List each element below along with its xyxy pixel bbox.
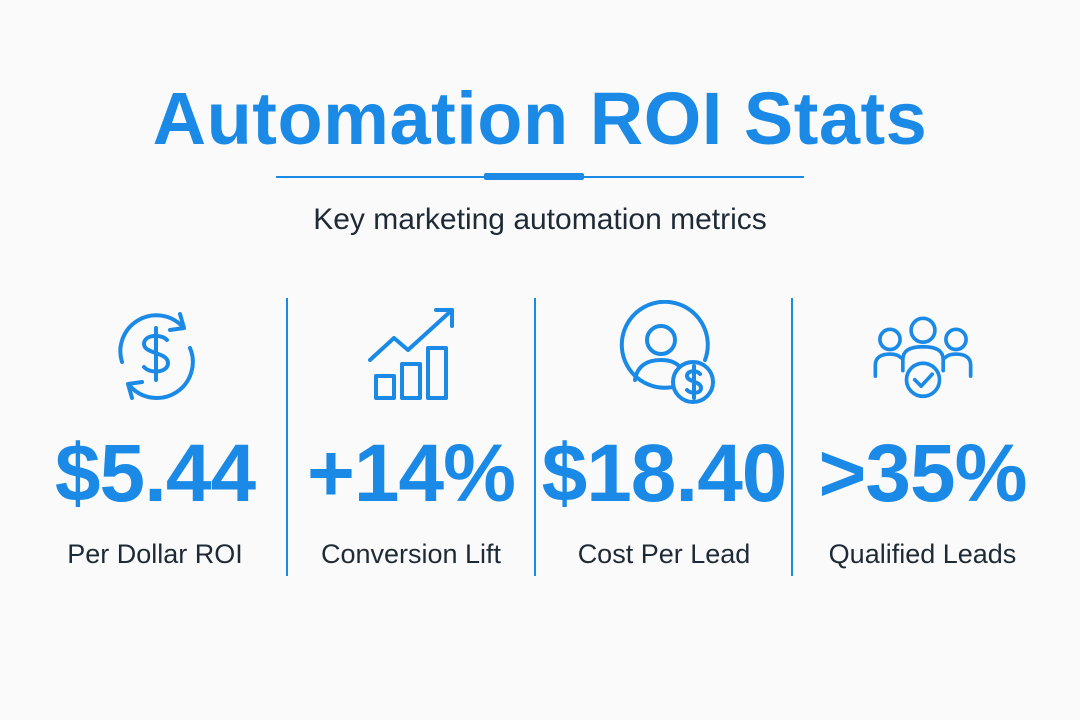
stat-label: Cost Per Lead xyxy=(577,539,751,569)
page-title: Automation ROI Stats xyxy=(152,77,928,160)
stat-label: Conversion Lift xyxy=(320,539,502,569)
stat-value: +14% xyxy=(306,428,516,519)
page-subtitle: Key marketing automation metrics xyxy=(313,203,767,236)
user-cost-icon xyxy=(609,300,719,410)
qualified-group-icon xyxy=(868,300,978,410)
column-divider xyxy=(791,298,793,576)
column-divider xyxy=(534,298,536,576)
stat-cost-per-lead: $18.40 Cost Per Lead xyxy=(541,300,788,580)
stat-label: Per Dollar ROI xyxy=(67,539,243,569)
stat-conversion-lift: +14% Conversion Lift xyxy=(296,300,526,580)
stat-value: >35% xyxy=(818,428,1027,519)
stat-qualified-leads: >35% Qualified Leads xyxy=(800,300,1045,580)
stat-per-dollar-roi: $5.44 Per Dollar ROI xyxy=(40,300,270,580)
stat-value: $5.44 xyxy=(54,428,256,519)
dollar-cycle-icon xyxy=(100,300,210,410)
title-divider-accent xyxy=(484,173,584,180)
stat-label: Qualified Leads xyxy=(828,539,1017,569)
column-divider xyxy=(286,298,288,576)
growth-chart-icon xyxy=(356,300,466,410)
stat-value: $18.40 xyxy=(541,428,788,519)
